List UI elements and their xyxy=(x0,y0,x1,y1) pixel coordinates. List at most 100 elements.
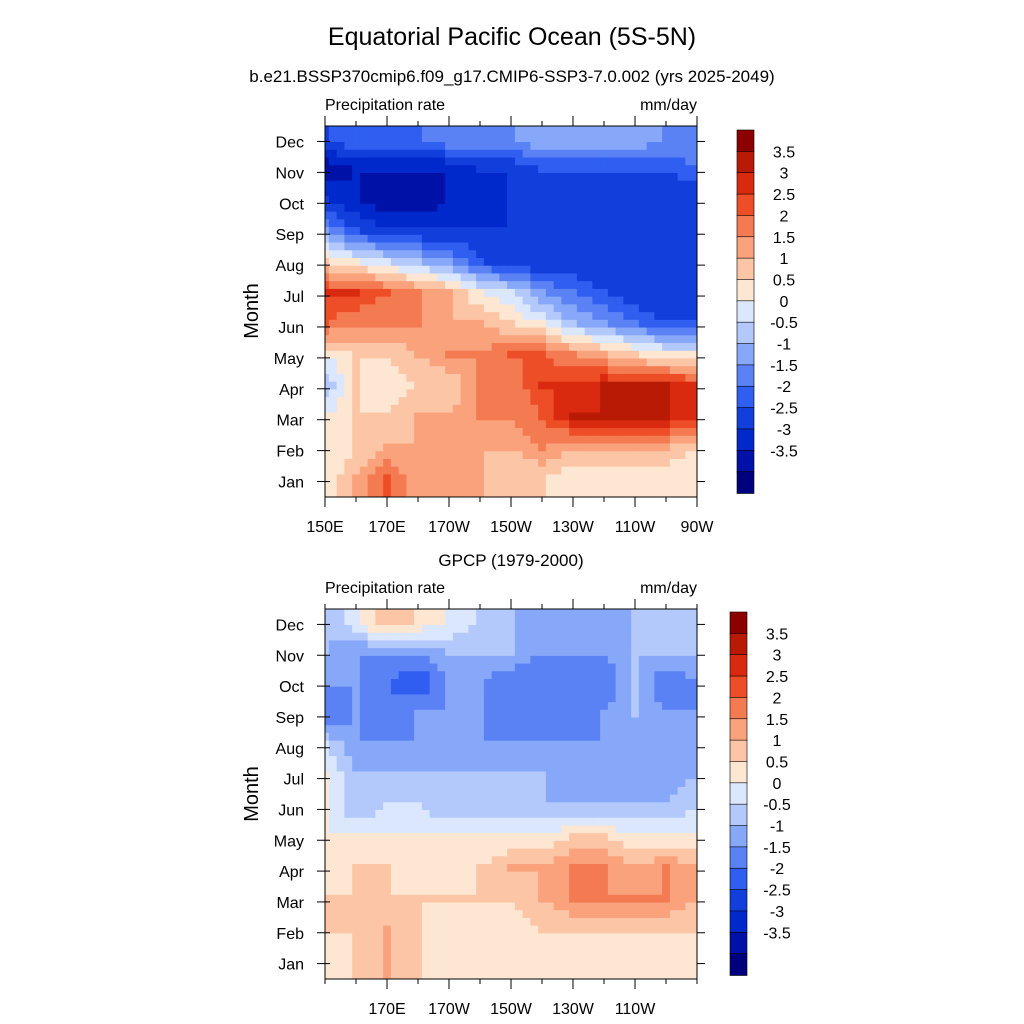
contour-cell xyxy=(367,404,376,413)
contour-cell xyxy=(545,180,555,189)
contour-cell xyxy=(476,350,485,359)
contour-cell xyxy=(514,350,524,359)
contour-cell xyxy=(600,686,609,695)
contour-cell xyxy=(483,678,493,687)
contour-cell xyxy=(538,419,547,429)
contour-cell xyxy=(499,126,508,127)
contour-cell xyxy=(693,778,697,787)
contour-cell xyxy=(414,624,423,633)
contour-cell xyxy=(514,303,524,313)
contour-cell xyxy=(693,670,697,679)
contour-cell xyxy=(491,466,500,475)
contour-cell xyxy=(538,678,547,687)
contour-cell xyxy=(631,932,640,942)
contour-cell xyxy=(669,218,679,228)
contour-cell xyxy=(654,296,663,305)
contour-cell xyxy=(352,763,361,772)
contour-cell xyxy=(499,466,508,475)
contour-cell xyxy=(414,326,423,336)
contour-cell xyxy=(631,755,640,764)
contour-cell xyxy=(445,411,454,421)
contour-cell xyxy=(421,809,431,818)
contour-cell xyxy=(522,925,531,934)
contour-cell xyxy=(538,639,547,649)
contour-cell xyxy=(429,824,438,834)
contour-cell xyxy=(538,311,547,320)
contour-cell xyxy=(414,156,423,166)
contour-cell xyxy=(336,763,345,772)
contour-cell xyxy=(390,855,400,864)
contour-cell xyxy=(638,141,648,150)
contour-cell xyxy=(398,670,407,679)
contour-cell xyxy=(445,249,454,258)
contour-cell xyxy=(468,732,477,741)
contour-cell xyxy=(344,180,353,189)
contour-cell xyxy=(491,303,500,313)
contour-cell xyxy=(545,234,555,243)
contour-cell xyxy=(607,481,617,490)
contour-cell xyxy=(615,373,624,382)
contour-cell xyxy=(460,801,469,811)
contour-cell xyxy=(662,466,671,475)
contour-cell xyxy=(530,427,539,436)
contour-cell xyxy=(328,489,338,497)
contour-cell xyxy=(452,149,462,158)
contour-cell xyxy=(367,917,376,926)
contour-cell xyxy=(460,126,469,127)
contour-cell xyxy=(662,427,671,436)
contour-cell xyxy=(576,357,586,367)
contour-cell xyxy=(468,396,477,405)
contour-cell xyxy=(390,955,400,965)
contour-cell xyxy=(437,624,446,633)
contour-cell xyxy=(646,288,655,297)
contour-cell xyxy=(638,249,648,258)
contour-cell xyxy=(328,817,338,826)
contour-cell xyxy=(553,334,562,344)
contour-cell xyxy=(359,319,369,328)
contour-cell xyxy=(530,724,539,733)
contour-cell xyxy=(483,662,493,672)
contour-cell xyxy=(677,427,686,436)
contour-cell xyxy=(561,647,570,656)
contour-cell xyxy=(328,794,338,803)
contour-cell xyxy=(406,350,415,359)
contour-cell xyxy=(576,609,586,610)
contour-cell xyxy=(336,156,345,166)
contour-cell xyxy=(584,473,593,483)
contour-cell xyxy=(631,624,640,633)
contour-cell xyxy=(638,203,648,212)
contour-cell xyxy=(538,296,547,305)
contour-cell xyxy=(445,693,454,703)
contour-cell xyxy=(514,609,524,610)
contour-cell xyxy=(561,489,570,497)
contour-cell xyxy=(584,458,593,467)
contour-cell xyxy=(677,141,686,150)
contour-cell xyxy=(328,381,338,390)
contour-cell xyxy=(693,203,697,212)
contour-cell xyxy=(491,396,500,405)
contour-cell xyxy=(685,249,694,258)
contour-cell xyxy=(390,404,400,413)
contour-cell xyxy=(325,288,330,297)
contour-cell xyxy=(662,647,671,656)
contour-cell xyxy=(460,824,469,834)
contour-cell xyxy=(576,786,586,795)
contour-cell xyxy=(631,794,640,803)
contour-cell xyxy=(569,871,578,880)
contour-cell xyxy=(483,419,493,429)
contour-cell xyxy=(538,932,547,942)
contour-cell xyxy=(476,357,485,367)
contour-cell xyxy=(359,373,369,382)
contour-cell xyxy=(483,963,493,972)
contour-cell xyxy=(507,955,516,965)
y-tick-label: Mar xyxy=(276,413,304,430)
contour-cell xyxy=(383,280,392,289)
contour-cell xyxy=(662,388,671,398)
contour-cell xyxy=(615,280,624,289)
contour-cell xyxy=(491,662,500,672)
contour-cell xyxy=(406,840,415,849)
contour-cell xyxy=(452,473,462,483)
contour-cell xyxy=(569,678,578,687)
contour-cell xyxy=(545,489,555,497)
contour-cell xyxy=(483,824,493,834)
